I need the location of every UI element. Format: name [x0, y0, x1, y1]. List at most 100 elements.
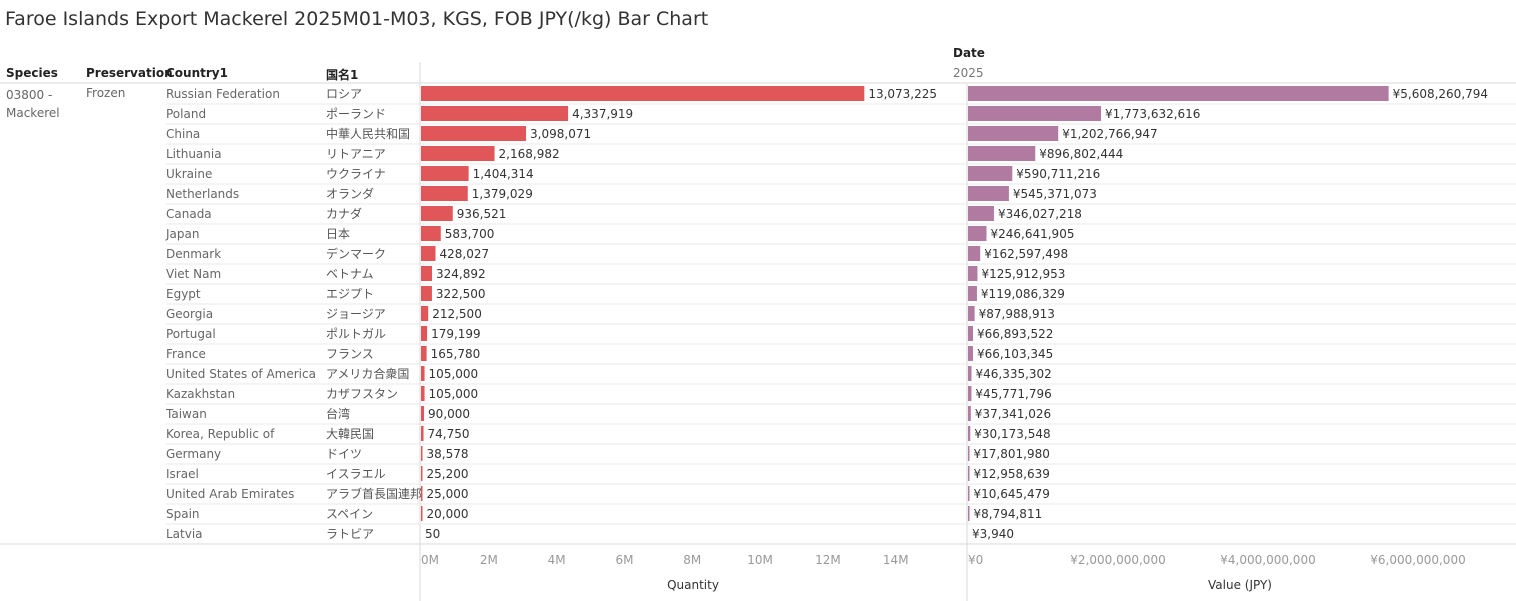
country-label: China — [166, 127, 200, 141]
country-label: France — [166, 347, 206, 361]
country-label: Denmark — [166, 247, 221, 261]
quantity-tick-label: 12M — [815, 553, 841, 567]
quantity-value-label: 74,750 — [428, 427, 470, 441]
quantity-tick-label: 6M — [615, 553, 633, 567]
quantity-bar — [421, 346, 427, 361]
date-header: Date — [953, 46, 985, 60]
country-label: Egypt — [166, 287, 201, 301]
quantity-value-label: 322,500 — [436, 287, 486, 301]
value-bar — [968, 146, 1036, 161]
japanese-name-header[interactable]: 国名1 — [326, 68, 359, 82]
country-label: Korea, Republic of — [166, 427, 275, 441]
japanese-country-label: エジプト — [326, 287, 374, 301]
quantity-bar — [421, 486, 423, 501]
value-bar — [968, 266, 978, 281]
japanese-country-label: デンマーク — [326, 246, 386, 261]
value-amount-label: ¥545,371,073 — [1013, 187, 1097, 201]
japanese-country-label: 日本 — [326, 227, 350, 241]
value-amount-label: ¥896,802,444 — [1039, 147, 1123, 161]
country-label: United Arab Emirates — [166, 487, 294, 501]
quantity-bar — [421, 406, 425, 421]
value-tick-label: ¥4,000,000,000 — [1220, 553, 1315, 567]
value-amount-label: ¥1,773,632,616 — [1105, 107, 1200, 121]
quantity-bar — [421, 186, 468, 201]
quantity-value-label: 2,168,982 — [499, 147, 560, 161]
japanese-country-label: イスラエル — [326, 467, 386, 481]
quantity-value-label: 583,700 — [445, 227, 495, 241]
value-amount-label: ¥246,641,905 — [990, 227, 1074, 241]
value-bar — [968, 226, 987, 241]
country-label: Taiwan — [165, 407, 207, 421]
value-amount-label: ¥346,027,218 — [998, 207, 1082, 221]
species-value: 03800 - Mackerel — [6, 88, 60, 120]
value-tick-label: ¥0 — [968, 553, 983, 567]
value-amount-label: ¥125,912,953 — [981, 267, 1065, 281]
quantity-value-label: 3,098,071 — [530, 127, 591, 141]
value-bar — [968, 506, 970, 521]
value-amount-label: ¥66,893,522 — [977, 327, 1053, 341]
quantity-value-label: 212,500 — [432, 307, 482, 321]
value-amount-label: ¥1,202,766,947 — [1062, 127, 1157, 141]
quantity-tick-label: 4M — [548, 553, 566, 567]
quantity-bar — [421, 306, 429, 321]
quantity-bar — [421, 326, 428, 341]
quantity-value-label: 38,578 — [427, 447, 469, 461]
value-amount-label: ¥12,958,639 — [974, 467, 1050, 481]
japanese-country-label: カザフスタン — [326, 387, 398, 401]
japanese-country-label: オランダ — [326, 186, 374, 201]
value-tick-label: ¥6,000,000,000 — [1370, 553, 1465, 567]
value-amount-label: ¥45,771,796 — [975, 387, 1051, 401]
quantity-value-label: 179,199 — [431, 327, 481, 341]
quantity-value-label: 4,337,919 — [572, 107, 633, 121]
japanese-country-label: スペイン — [326, 507, 373, 521]
value-amount-label: ¥46,335,302 — [975, 367, 1051, 381]
value-bar — [968, 446, 970, 461]
quantity-value-label: 25,000 — [427, 487, 469, 501]
country-label: Kazakhstan — [166, 387, 235, 401]
value-bar — [968, 126, 1059, 141]
quantity-bar — [421, 426, 424, 441]
quantity-bar — [421, 446, 423, 461]
japanese-country-label: ポーランド — [326, 107, 386, 121]
value-amount-label: ¥8,794,811 — [974, 507, 1043, 521]
japanese-country-label: ウクライナ — [326, 167, 386, 181]
value-bar — [968, 186, 1009, 201]
quantity-axis-title: Quantity — [667, 578, 719, 592]
value-bar — [968, 366, 972, 381]
value-bar — [968, 406, 971, 421]
quantity-tick-label: 10M — [747, 553, 773, 567]
quantity-bar — [421, 126, 527, 141]
quantity-value-label: 90,000 — [428, 407, 470, 421]
quantity-bar — [421, 86, 865, 101]
value-bar — [968, 346, 973, 361]
quantity-bar — [421, 106, 569, 121]
japanese-country-label: 台湾 — [326, 406, 350, 421]
value-bar — [968, 426, 971, 441]
quantity-value-label: 20,000 — [427, 507, 469, 521]
quantity-value-label: 105,000 — [429, 367, 479, 381]
japanese-country-label: 大韓民国 — [326, 427, 374, 441]
value-bar — [968, 466, 970, 481]
value-amount-label: ¥5,608,260,794 — [1393, 87, 1488, 101]
value-amount-label: ¥119,086,329 — [981, 287, 1065, 301]
quantity-tick-label: 2M — [480, 553, 498, 567]
japanese-country-label: カナダ — [326, 206, 362, 221]
quantity-bar — [421, 366, 425, 381]
quantity-value-label: 324,892 — [436, 267, 486, 281]
value-amount-label: ¥37,341,026 — [975, 407, 1051, 421]
quantity-bar — [421, 226, 441, 241]
value-amount-label: ¥162,597,498 — [984, 247, 1068, 261]
value-bar — [968, 386, 972, 401]
country-header[interactable]: Country1 — [166, 66, 228, 80]
japanese-country-label: アラブ首長国連邦 — [326, 486, 422, 501]
species-header[interactable]: Species — [6, 66, 58, 80]
preservation-header[interactable]: Preservation — [86, 66, 173, 80]
quantity-value-label: 1,404,314 — [473, 167, 534, 181]
quantity-tick-label: 14M — [883, 553, 909, 567]
country-label: Viet Nam — [166, 267, 221, 281]
japanese-country-label: ラトビア — [326, 527, 374, 541]
japanese-country-label: ロシア — [326, 87, 362, 101]
country-label: Spain — [166, 507, 200, 521]
country-label: Portugal — [166, 327, 216, 341]
